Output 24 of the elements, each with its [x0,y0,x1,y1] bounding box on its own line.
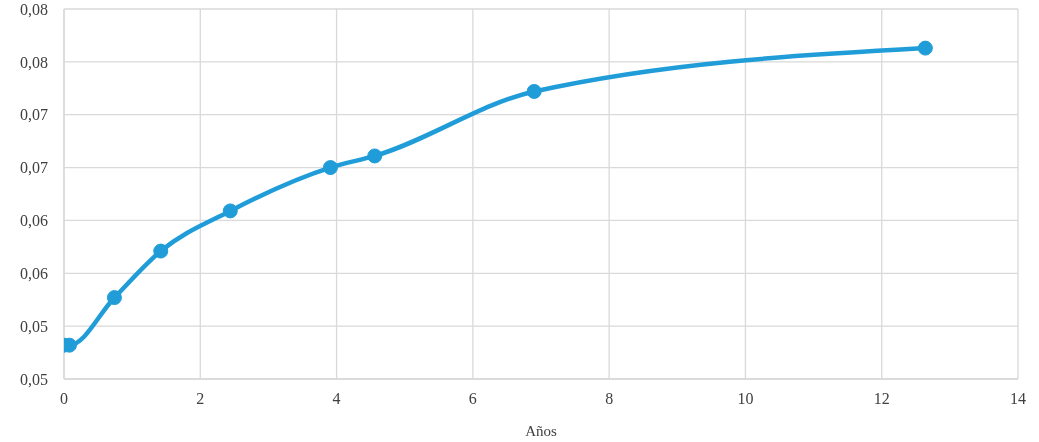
y-tick-label: 0,06 [20,264,48,282]
y-tick-label: 0,08 [20,53,48,71]
y-tick-label: 0,06 [20,212,48,230]
y-tick-label: 0,05 [20,317,48,335]
x-tick-label: 6 [468,390,477,408]
x-tick-label: 10 [737,390,754,408]
x-tick-label: 14 [1010,390,1026,408]
x-tick-label: 0 [60,390,68,408]
x-tick-label: 2 [196,390,205,408]
point [367,148,383,164]
x-tick-label: 12 [873,390,890,408]
point [917,40,933,56]
point [222,203,238,219]
x-tick-label: 4 [332,390,341,408]
y-tick-label: 0,07 [20,106,48,124]
x-axis-title: Años [525,423,557,439]
point [106,290,122,306]
y-tick-label: 0,07 [20,159,48,177]
point [322,160,338,176]
x-tick-label: 8 [605,390,614,408]
y-tick-label: 0,05 [20,370,48,388]
point [526,83,542,99]
point [153,243,169,259]
y-tick-label: 0,08 [20,0,48,18]
